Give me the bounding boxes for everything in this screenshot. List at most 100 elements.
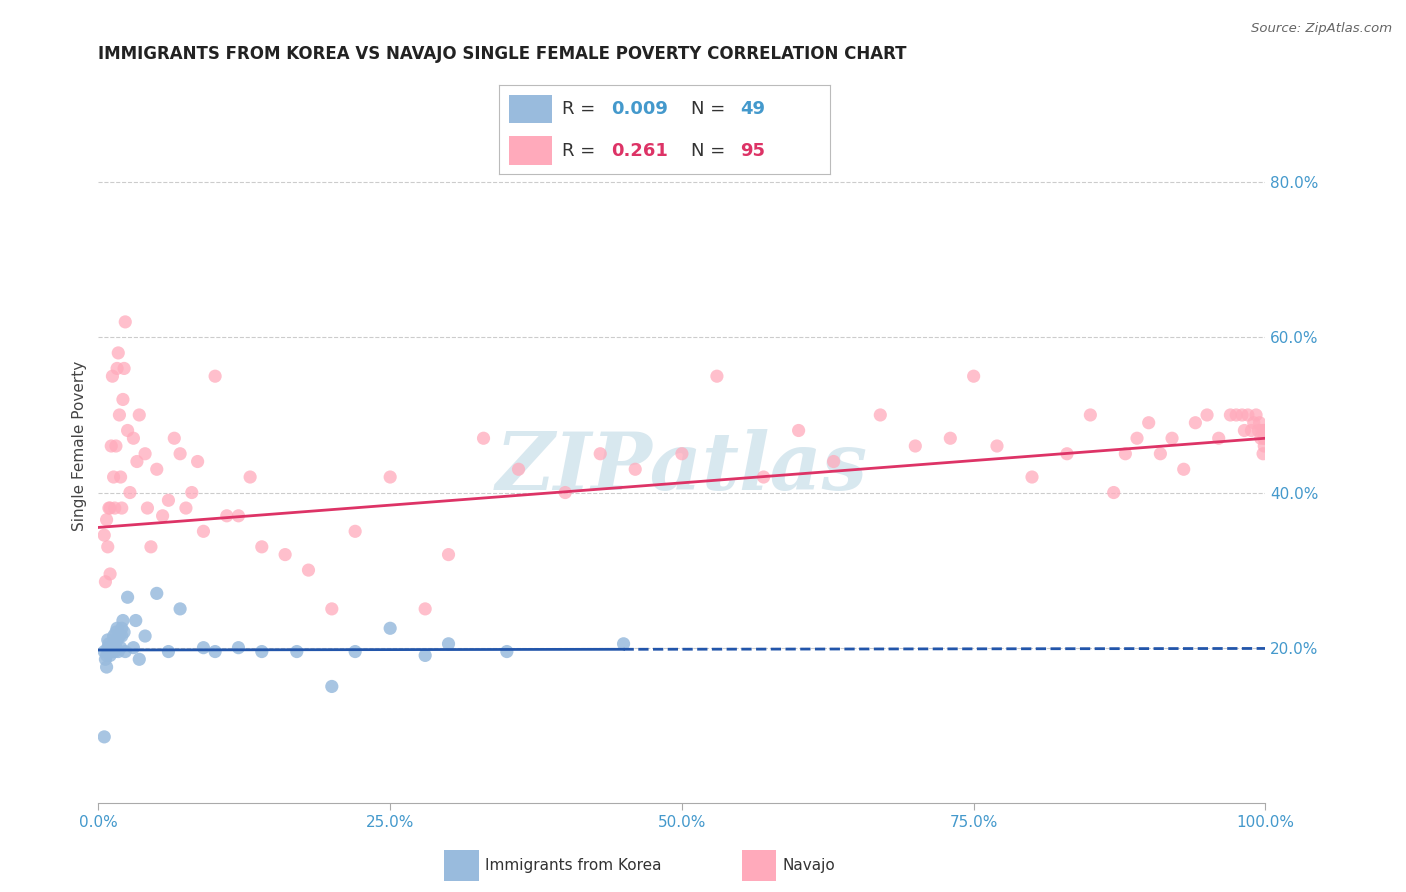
- Point: [94, 652, 117, 666]
- Point: [1161, 431, 1184, 445]
- Y-axis label: Single Female Poverty: Single Female Poverty: [72, 361, 87, 531]
- Point: [98, 644, 121, 658]
- Point: [97, 632, 120, 647]
- Point: [107, 346, 129, 360]
- Point: [787, 424, 810, 438]
- Text: Source: ZipAtlas.com: Source: ZipAtlas.com: [1251, 22, 1392, 36]
- Text: 0.009: 0.009: [612, 100, 668, 118]
- Point: [204, 369, 226, 384]
- Point: [97, 501, 120, 516]
- Point: [136, 501, 159, 516]
- Point: [939, 431, 962, 445]
- Point: [93, 528, 115, 542]
- Point: [94, 574, 117, 589]
- Point: [1253, 424, 1275, 438]
- Point: [98, 501, 121, 516]
- Point: [98, 640, 121, 655]
- Point: [823, 454, 845, 468]
- Point: [344, 524, 367, 539]
- FancyBboxPatch shape: [742, 849, 776, 881]
- Point: [101, 640, 124, 655]
- Point: [108, 408, 131, 422]
- Point: [111, 501, 134, 516]
- Point: [962, 369, 984, 384]
- Point: [496, 644, 519, 658]
- Text: N =: N =: [690, 100, 731, 118]
- Point: [1230, 408, 1253, 422]
- Point: [103, 629, 125, 643]
- Point: [437, 548, 460, 562]
- Point: [228, 508, 250, 523]
- Point: [111, 621, 134, 635]
- Point: [1126, 431, 1149, 445]
- Point: [706, 369, 728, 384]
- Point: [104, 439, 127, 453]
- Point: [285, 644, 308, 658]
- Point: [101, 644, 124, 658]
- Point: [193, 524, 215, 539]
- Point: [146, 462, 169, 476]
- Point: [321, 680, 343, 694]
- Point: [1137, 416, 1160, 430]
- Point: [274, 548, 297, 562]
- Point: [97, 640, 120, 655]
- Point: [117, 424, 139, 438]
- Point: [104, 625, 127, 640]
- Point: [344, 644, 367, 658]
- Point: [107, 644, 129, 658]
- Point: [187, 454, 209, 468]
- Text: R =: R =: [562, 100, 600, 118]
- Point: [134, 447, 156, 461]
- Point: [93, 644, 115, 658]
- Text: IMMIGRANTS FROM KOREA VS NAVAJO SINGLE FEMALE POVERTY CORRELATION CHART: IMMIGRANTS FROM KOREA VS NAVAJO SINGLE F…: [98, 45, 907, 62]
- Point: [1021, 470, 1043, 484]
- Point: [193, 640, 215, 655]
- Point: [96, 660, 118, 674]
- Point: [1149, 447, 1171, 461]
- Point: [104, 501, 127, 516]
- Point: [1056, 447, 1078, 461]
- Point: [128, 408, 150, 422]
- Point: [111, 614, 134, 628]
- Point: [96, 513, 118, 527]
- Point: [380, 470, 402, 484]
- Point: [157, 493, 180, 508]
- Text: N =: N =: [690, 142, 731, 160]
- Point: [110, 640, 132, 655]
- Point: [169, 447, 191, 461]
- Point: [97, 637, 120, 651]
- Point: [1244, 408, 1267, 422]
- Point: [215, 508, 238, 523]
- Point: [1237, 408, 1260, 422]
- Point: [1253, 439, 1275, 453]
- Point: [508, 462, 530, 476]
- Point: [1195, 408, 1218, 422]
- Point: [1208, 431, 1230, 445]
- Point: [904, 439, 927, 453]
- Point: [118, 485, 141, 500]
- Point: [122, 640, 145, 655]
- Point: [98, 648, 121, 663]
- Point: [1243, 416, 1265, 430]
- Point: [297, 563, 319, 577]
- Point: [624, 462, 647, 476]
- Point: [1250, 431, 1272, 445]
- FancyBboxPatch shape: [509, 136, 553, 165]
- Point: [139, 540, 162, 554]
- Point: [250, 644, 273, 658]
- Point: [101, 369, 124, 384]
- Point: [380, 621, 402, 635]
- Point: [752, 470, 775, 484]
- Point: [93, 730, 115, 744]
- Point: [117, 591, 139, 605]
- Point: [146, 586, 169, 600]
- Point: [869, 408, 891, 422]
- Point: [1225, 408, 1247, 422]
- FancyBboxPatch shape: [509, 95, 553, 123]
- Point: [169, 602, 191, 616]
- Point: [114, 644, 136, 658]
- Point: [1240, 424, 1263, 438]
- Point: [110, 470, 132, 484]
- Point: [1249, 416, 1271, 430]
- Point: [1253, 431, 1275, 445]
